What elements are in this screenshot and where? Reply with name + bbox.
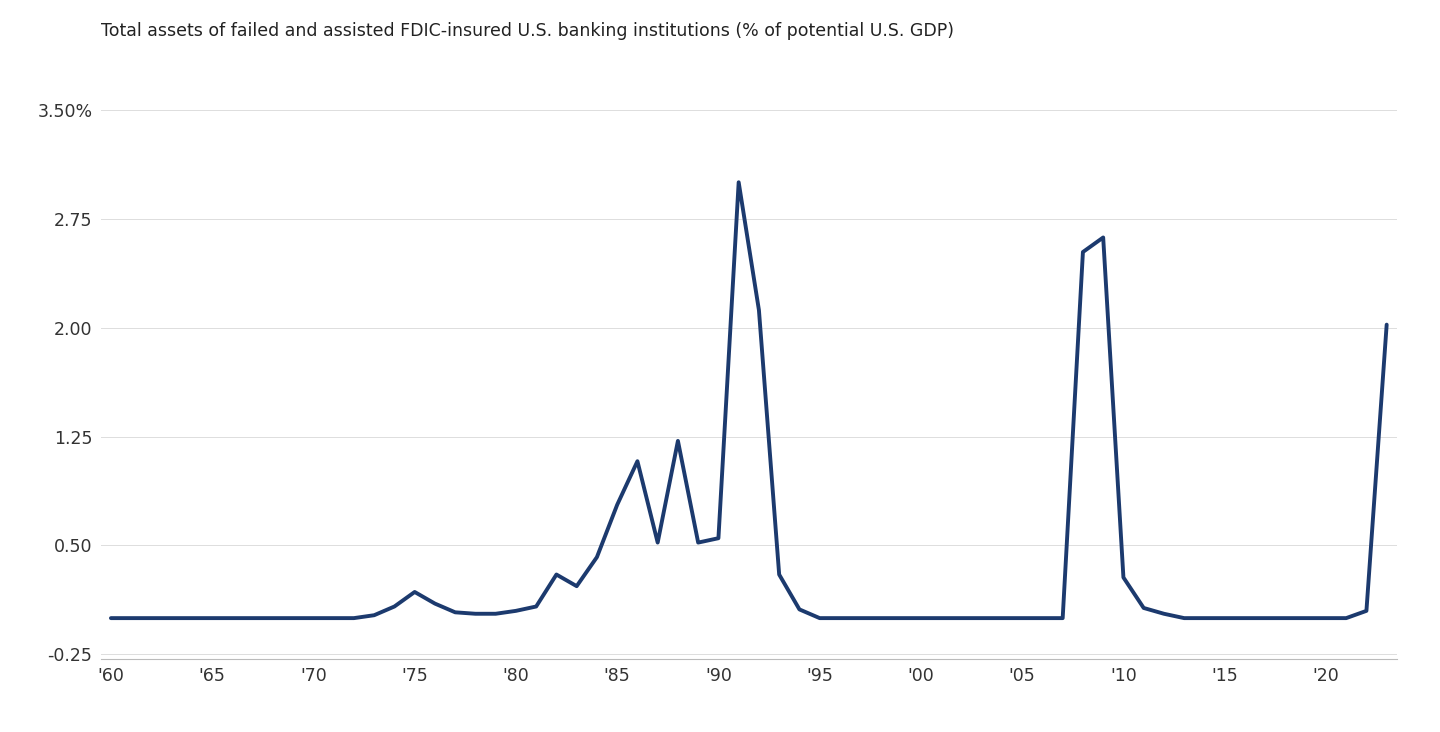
Text: Total assets of failed and assisted FDIC-insured U.S. banking institutions (% of: Total assets of failed and assisted FDIC…	[101, 22, 953, 40]
